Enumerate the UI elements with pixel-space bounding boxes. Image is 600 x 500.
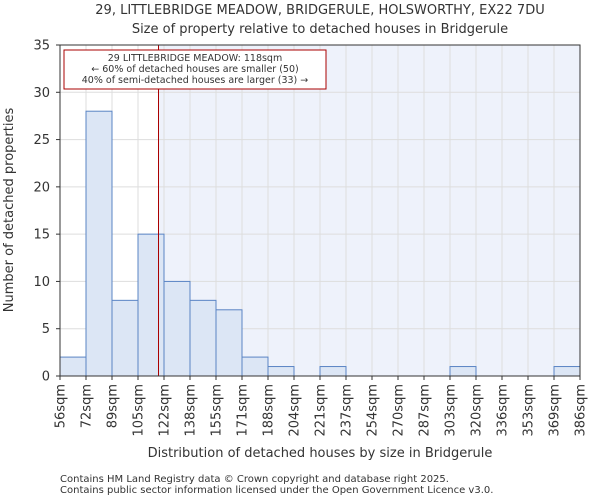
bar-221sqm [319, 366, 347, 377]
x-tick-label: 188sqm [262, 384, 277, 437]
x-tick-label: 56sqm [54, 384, 69, 428]
x-tick-label: 72sqm [80, 384, 95, 428]
footer-line1: Contains HM Land Registry data © Crown c… [60, 474, 449, 485]
bars [59, 110, 581, 377]
annotation-line1: 29 LITTLEBRIDGE MEADOW: 118sqm [108, 53, 282, 64]
x-axis-label: Distribution of detached houses by size … [148, 446, 493, 461]
x-tick-label: 287sqm [418, 384, 433, 437]
x-tick-label: 303sqm [444, 384, 459, 437]
y-tick-label: 15 [33, 228, 50, 243]
bar-72sqm [85, 110, 113, 377]
x-tick-label: 320sqm [470, 384, 485, 437]
x-tick-label: 155sqm [210, 384, 225, 437]
x-tick-label: 204sqm [288, 384, 303, 437]
x-tick-label: 221sqm [314, 384, 329, 437]
x-axis-ticks: 56sqm 72sqm 89sqm 105sqm 122sqm 138sqm 155sqm 1… [54, 376, 589, 437]
y-axis-ticks: 0 5 10 15 20 25 30 35 [33, 39, 60, 385]
bar-369sqm [553, 366, 581, 377]
chart-title-line2: Size of property relative to detached ho… [132, 22, 508, 37]
chart-title-line1: 29, LITTLEBRIDGE MEADOW, BRIDGERULE, HOL… [95, 3, 544, 18]
x-tick-label: 122sqm [158, 384, 173, 437]
x-tick-label: 89sqm [106, 384, 121, 428]
bar-171sqm [241, 356, 269, 377]
y-tick-label: 20 [33, 180, 50, 195]
bar-56sqm [59, 356, 87, 377]
y-tick-label: 0 [42, 370, 50, 385]
y-tick-label: 25 [33, 133, 50, 148]
x-tick-label: 105sqm [132, 384, 147, 437]
annotation-line3: 40% of semi-detached houses are larger (… [82, 75, 309, 86]
x-tick-label: 369sqm [548, 384, 563, 437]
annotation-box [63, 49, 327, 90]
x-tick-label: 237sqm [340, 384, 355, 437]
bar-122sqm [163, 280, 191, 377]
x-tick-label: 353sqm [522, 384, 537, 437]
footer-line2: Contains public sector information licen… [60, 485, 494, 496]
y-tick-label: 30 [33, 86, 50, 101]
bar-188sqm [267, 366, 295, 377]
y-tick-label: 35 [33, 39, 50, 54]
bar-155sqm [215, 309, 243, 377]
x-tick-label: 270sqm [392, 384, 407, 437]
marker-annotation: 29 LITTLEBRIDGE MEADOW: 118sqm ← 60% of … [63, 49, 327, 90]
plot-frame [59, 44, 581, 377]
y-axis-label: Number of detached properties [2, 108, 17, 313]
bar-138sqm [189, 299, 217, 377]
x-tick-label: 138sqm [184, 384, 199, 437]
x-tick-label: 254sqm [366, 384, 381, 437]
bar-303sqm [449, 366, 477, 377]
x-tick-label: 171sqm [236, 384, 251, 437]
x-tick-label: 336sqm [496, 384, 511, 437]
annotation-line2: ← 60% of detached houses are smaller (50… [91, 64, 298, 75]
bar-89sqm [111, 299, 139, 377]
y-tick-label: 10 [33, 275, 50, 290]
y-tick-label: 5 [42, 322, 50, 337]
bar-105sqm [137, 233, 165, 377]
x-tick-label: 386sqm [574, 384, 589, 437]
